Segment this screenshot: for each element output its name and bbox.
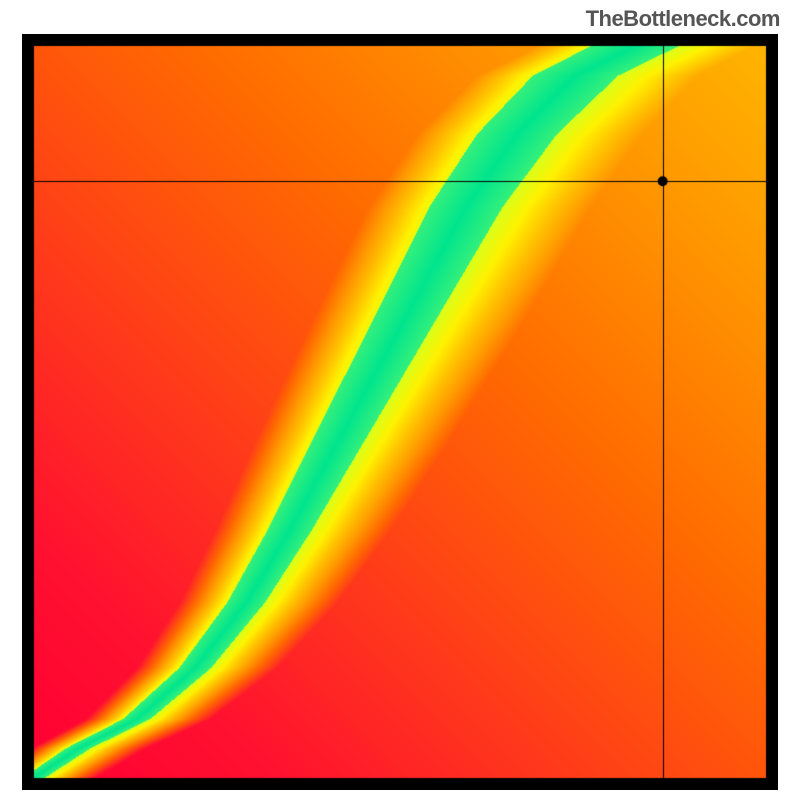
chart-container: TheBottleneck.com [0,0,800,800]
bottleneck-heatmap [22,34,778,790]
heatmap-canvas [22,34,778,790]
watermark-label: TheBottleneck.com [586,6,780,32]
